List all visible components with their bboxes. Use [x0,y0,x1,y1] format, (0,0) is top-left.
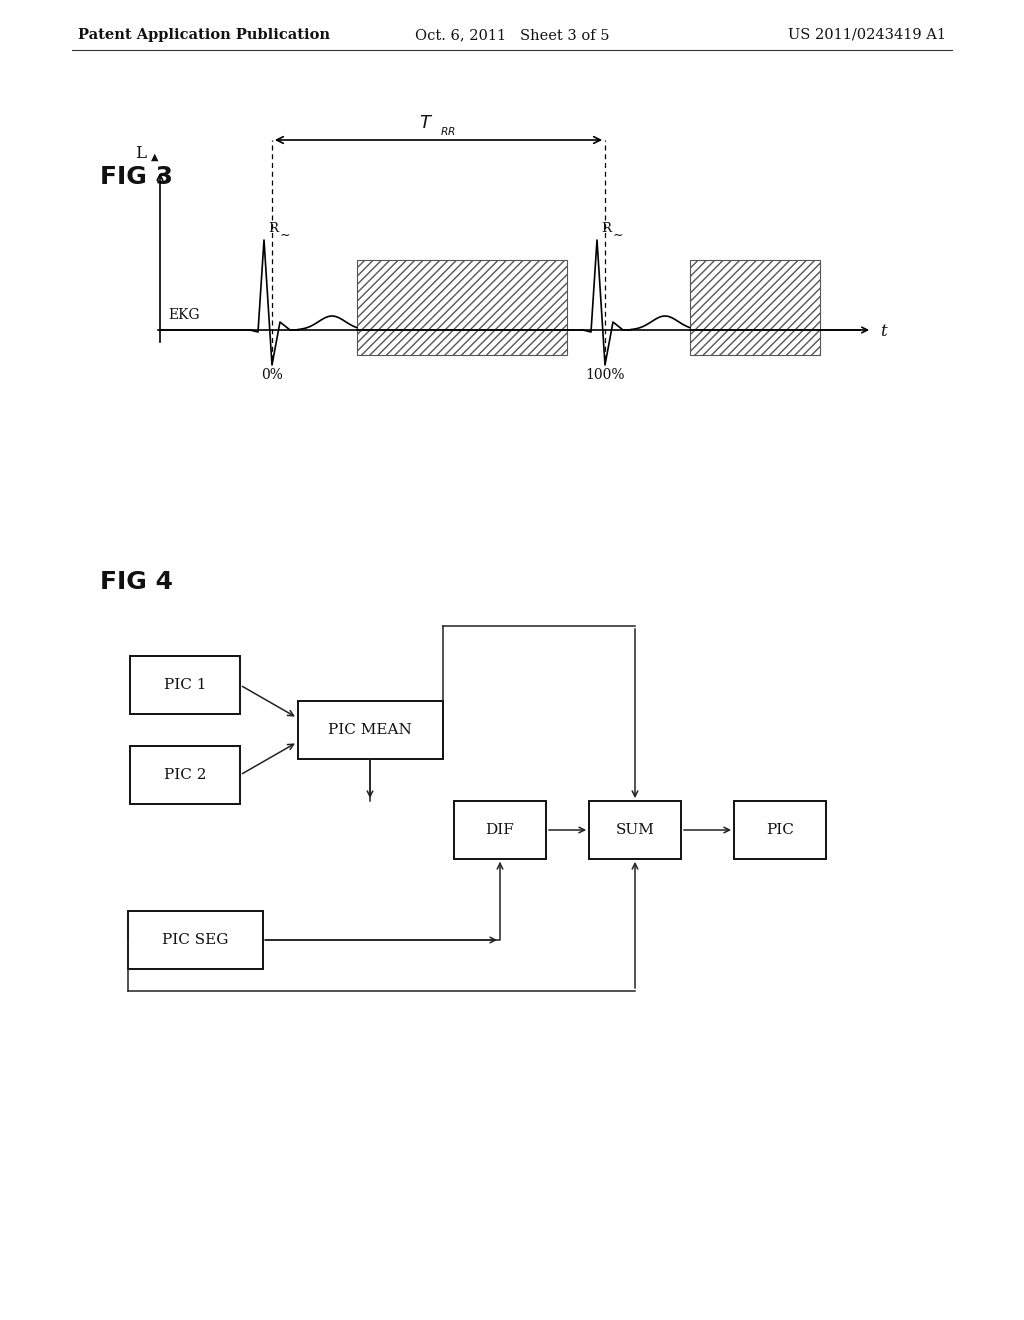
Bar [454,801,546,859]
Text: FIG 4: FIG 4 [100,570,173,594]
Text: ∼: ∼ [613,228,624,242]
Bar [130,656,240,714]
Text: DIF: DIF [485,822,514,837]
Text: Patent Application Publication: Patent Application Publication [78,28,330,42]
Bar [298,701,442,759]
Text: $T$: $T$ [420,114,433,132]
Text: SUM: SUM [615,822,654,837]
Text: R: R [268,222,278,235]
Text: Oct. 6, 2011   Sheet 3 of 5: Oct. 6, 2011 Sheet 3 of 5 [415,28,609,42]
Text: PIC: PIC [766,822,794,837]
Text: PIC MEAN: PIC MEAN [328,723,412,737]
Text: PIC 1: PIC 1 [164,678,206,692]
Bar [130,746,240,804]
Bar [690,260,820,355]
Bar [357,260,567,355]
Text: ∼: ∼ [280,228,291,242]
Text: R: R [601,222,611,235]
Text: PIC 2: PIC 2 [164,768,206,781]
Text: PIC SEG: PIC SEG [162,933,228,946]
Text: 0%: 0% [261,368,283,381]
Text: ▲: ▲ [152,153,159,162]
Text: t: t [880,323,887,341]
Text: L: L [135,145,146,162]
Bar [128,911,262,969]
Text: $_{RR}$: $_{RR}$ [440,124,457,139]
Bar [589,801,681,859]
Text: EKG: EKG [168,308,200,322]
Bar [734,801,826,859]
Text: 100%: 100% [586,368,625,381]
Text: US 2011/0243419 A1: US 2011/0243419 A1 [788,28,946,42]
Text: FIG 3: FIG 3 [100,165,173,189]
